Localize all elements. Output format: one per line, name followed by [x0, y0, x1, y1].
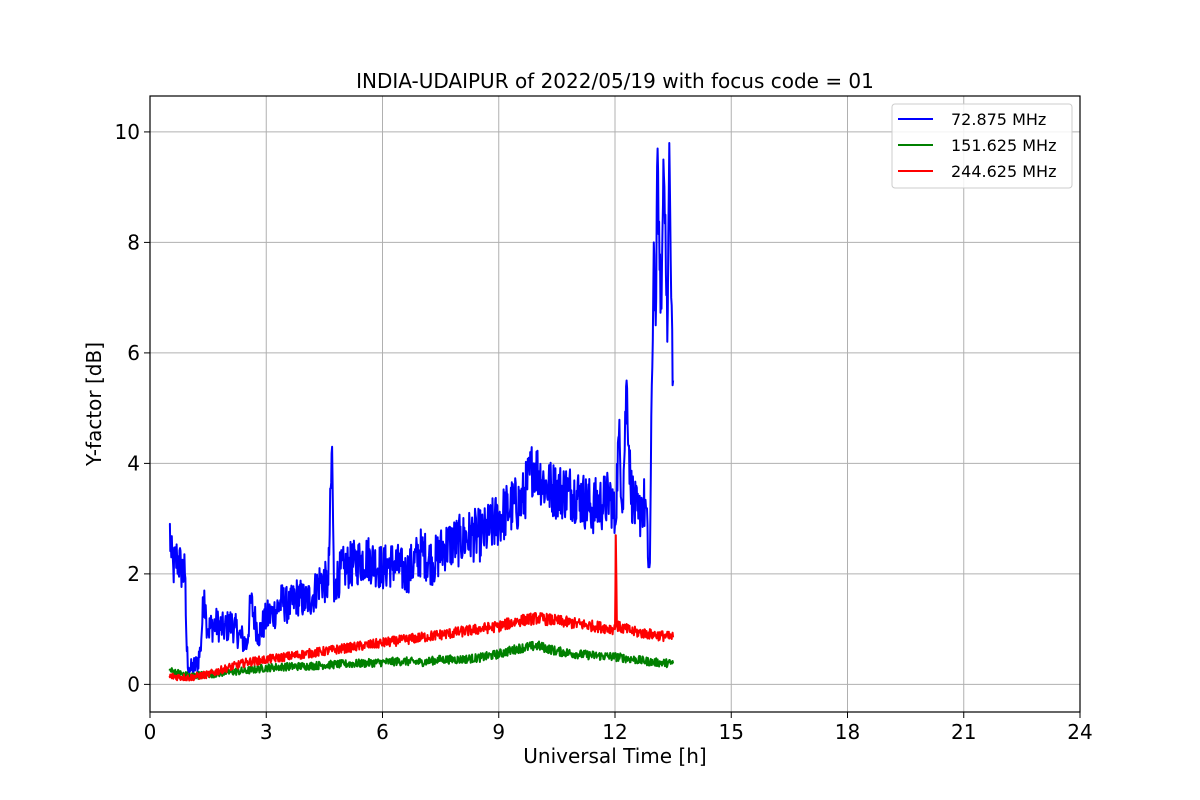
y-tick-label: 0 [127, 672, 140, 696]
chart-title: INDIA-UDAIPUR of 2022/05/19 with focus c… [356, 69, 874, 93]
y-tick-label: 4 [127, 451, 140, 475]
x-tick-label: 9 [492, 720, 505, 744]
y-tick-label: 10 [115, 120, 140, 144]
x-tick-label: 21 [951, 720, 976, 744]
series-line-3 [168, 534, 675, 682]
y-tick-label: 8 [127, 230, 140, 254]
x-tick-label: 3 [260, 720, 273, 744]
x-tick-label: 12 [602, 720, 627, 744]
y-axis-label: Y-factor [dB] [82, 342, 106, 467]
x-tick-label: 6 [376, 720, 389, 744]
series-line-1 [168, 142, 675, 675]
legend-label: 151.625 MHz [951, 136, 1056, 155]
x-tick-label: 0 [144, 720, 157, 744]
legend-box [891, 103, 1073, 189]
y-tick-label: 6 [127, 341, 140, 365]
x-tick-label: 15 [719, 720, 744, 744]
series-lines [168, 142, 675, 682]
legend-label: 244.625 MHz [951, 162, 1056, 181]
legend-label: 72.875 MHz [951, 110, 1046, 129]
y-tick-label: 2 [127, 562, 140, 586]
legend: 72.875 MHz 151.625 MHz 244.625 MHz [891, 103, 1073, 189]
x-tick-label: 18 [835, 720, 860, 744]
series-line-2 [168, 640, 675, 680]
x-tick-label: 24 [1067, 720, 1092, 744]
x-axis-label: Universal Time [h] [523, 744, 706, 768]
